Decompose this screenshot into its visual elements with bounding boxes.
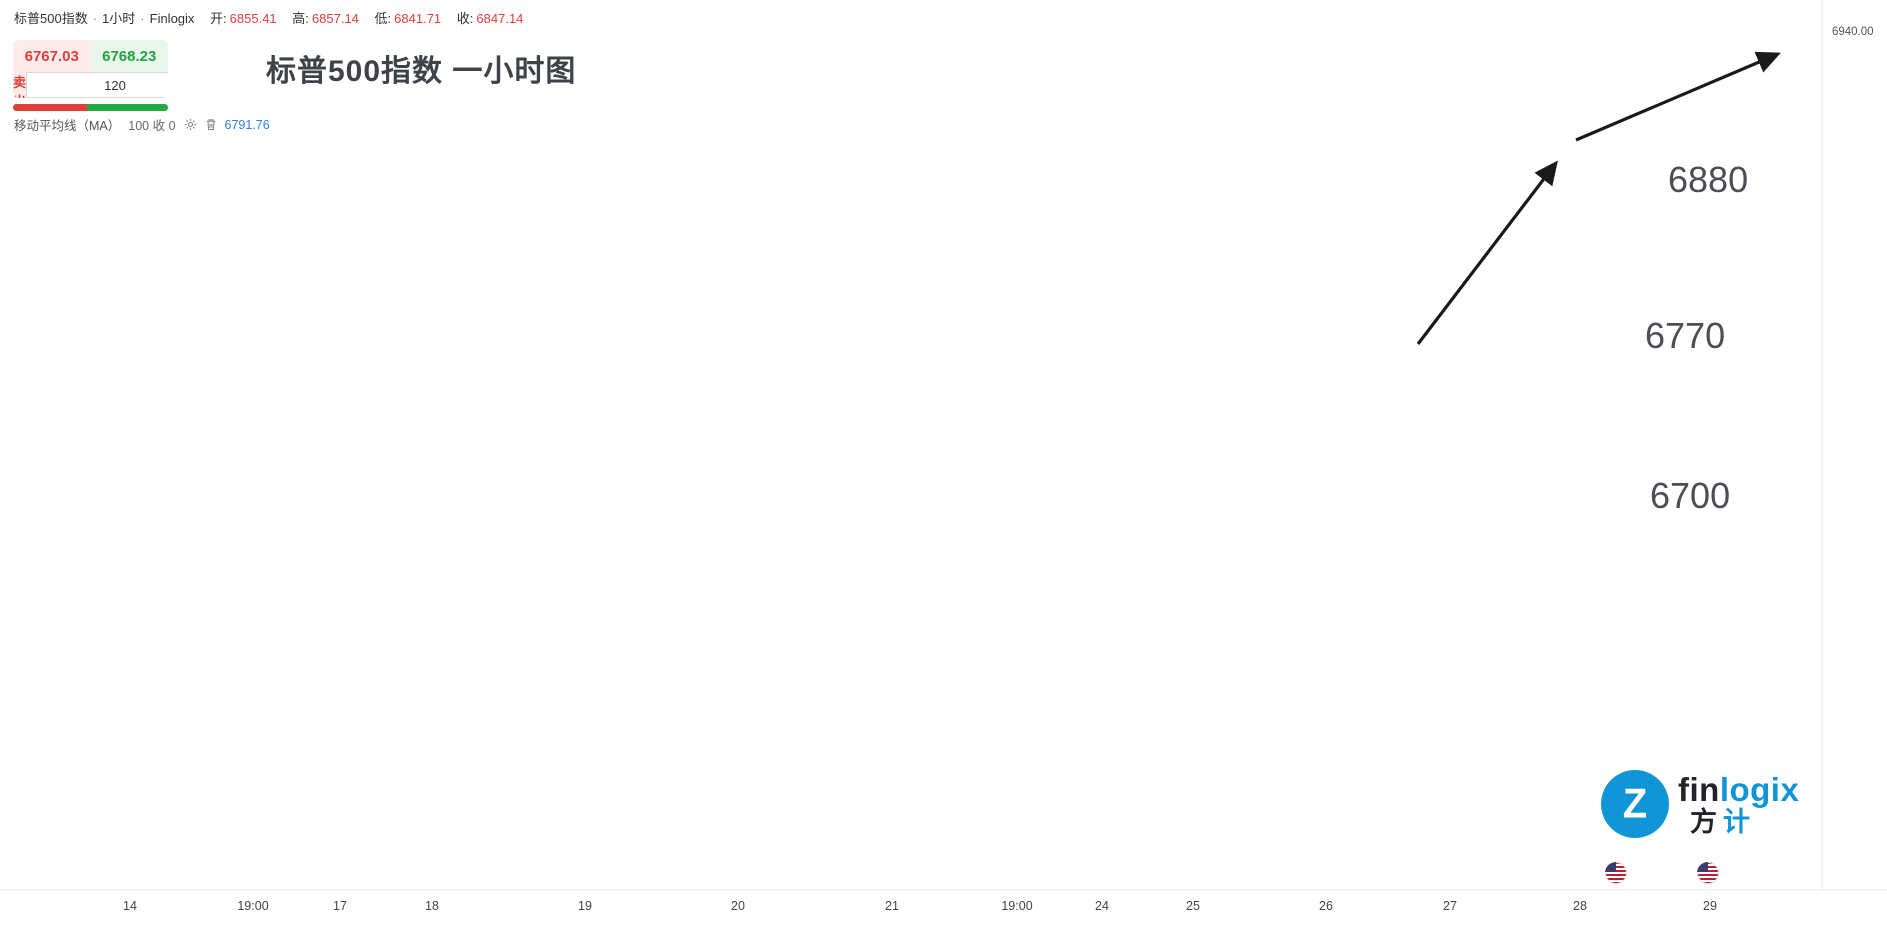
price-axis[interactable]: 6940.006920.006900.006880.006860.006840.… xyxy=(1832,0,1874,38)
time-tick: 28 xyxy=(1573,899,1587,913)
up-arrow-1 xyxy=(1416,160,1558,345)
level-label-6700: 6700 xyxy=(1650,475,1730,516)
logo-cn-blue: 计 xyxy=(1723,806,1750,837)
time-tick: 27 xyxy=(1443,899,1457,913)
level-labels[interactable]: 6880 6770 6700 xyxy=(1645,159,1748,516)
indicator-params: 100 收 0 xyxy=(128,119,176,133)
time-tick: 19:00 xyxy=(237,899,268,913)
time-tick: 26 xyxy=(1319,899,1333,913)
separator: · xyxy=(140,11,145,26)
time-tick: 25 xyxy=(1186,899,1200,913)
up-arrow-2 xyxy=(1575,51,1781,142)
time-tick: 21 xyxy=(885,899,899,913)
chart-title: 标普500指数 一小时图 xyxy=(266,55,577,88)
time-tick: 29 xyxy=(1703,899,1717,913)
us-flag-icon xyxy=(1697,862,1719,884)
gear-icon[interactable] xyxy=(184,118,197,131)
time-tick: 14 xyxy=(123,899,137,913)
sell-ratio-segment xyxy=(13,104,88,111)
price-tick: 6940.00 xyxy=(1832,26,1874,38)
indicator-value: 6791.76 xyxy=(224,117,270,132)
finlogix-wordmark: finlogix 方计 xyxy=(1678,773,1799,836)
time-tick: 24 xyxy=(1095,899,1109,913)
sell-price[interactable]: 6767.03 xyxy=(24,47,79,65)
provider-label: Finlogix xyxy=(149,11,195,26)
level-label-6880: 6880 xyxy=(1668,159,1748,200)
open-value: 6855.41 xyxy=(229,11,277,26)
time-tick: 19 xyxy=(578,899,592,913)
symbol-name: 标普500指数 xyxy=(14,11,88,26)
time-tick: 18 xyxy=(425,899,439,913)
logo-cn-dark: 方 xyxy=(1690,806,1717,837)
finlogix-logo: Z finlogix 方计 xyxy=(1601,770,1799,838)
open-label: 开: xyxy=(210,11,227,26)
us-flag-icon xyxy=(1605,862,1627,884)
sell-button[interactable]: 卖出 xyxy=(13,72,26,98)
finlogix-z-icon: Z xyxy=(1601,770,1669,838)
logo-fin: fin xyxy=(1678,770,1720,808)
high-value: 6857.14 xyxy=(311,11,359,26)
trade-widget: 6767.03 6768.23 卖出 买入 xyxy=(13,40,168,98)
low-value: 6841.71 xyxy=(394,11,442,26)
time-axis[interactable]: 14 19:00 17 18 19 20 21 19:00 24 25 26 27 28 29 xyxy=(123,899,1717,913)
time-tick: 17 xyxy=(333,899,347,913)
quantity-input[interactable] xyxy=(26,72,168,98)
close-label: 收: xyxy=(456,11,474,26)
interval-label: 1小时 xyxy=(102,11,136,26)
trash-icon[interactable] xyxy=(205,118,217,131)
sell-buy-ratio-bar xyxy=(13,104,168,111)
high-label: 高: xyxy=(292,11,309,26)
buy-price[interactable]: 6768.23 xyxy=(102,47,157,65)
indicator-name: 移动平均线（MA） xyxy=(14,119,121,133)
separator: · xyxy=(92,11,98,26)
level-label-6770: 6770 xyxy=(1645,315,1725,356)
time-tick: 19:00 xyxy=(1001,899,1032,913)
trend-arrows[interactable] xyxy=(1416,51,1781,345)
close-value: 6847.14 xyxy=(476,11,524,26)
low-label: 低: xyxy=(374,11,392,26)
logo-logix: logix xyxy=(1719,770,1800,808)
indicator-legend: 移动平均线（MA） 100 收 0 6791.76 xyxy=(14,115,270,134)
time-tick: 20 xyxy=(731,899,745,913)
symbol-info-bar: 标普500指数 · 1小时 · Finlogix 开: 6855.41 高: 6857.14… xyxy=(14,8,523,27)
